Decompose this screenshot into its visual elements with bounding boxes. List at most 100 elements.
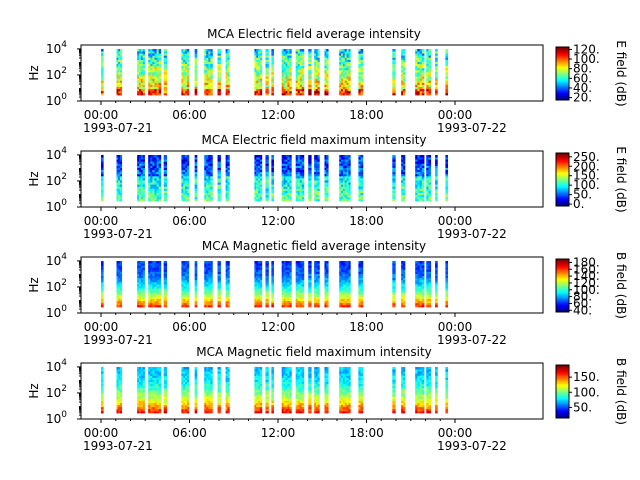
spectrogram-cell [186,88,190,92]
spectrogram-cell [148,178,151,181]
spectrogram-cell [301,69,305,73]
spectrogram-cell [326,267,329,270]
data-segment [163,49,168,96]
spectrogram-cell [281,155,285,158]
colorbar-cell [556,90,569,93]
spectrogram-cell [428,298,432,302]
spectrogram-cell [185,273,188,277]
spectrogram-cell [259,273,263,277]
spectrogram-cell [254,163,257,166]
spectrogram-cell [116,410,119,414]
spectrogram-cell [445,163,449,166]
spectrogram-cell [358,165,361,168]
data-segment [181,49,190,96]
spectrogram-cell [256,186,259,189]
spectrogram-cell [142,265,145,268]
spectrogram-cell [116,167,119,171]
spectrogram-cell [435,59,438,62]
spectrogram-cell [204,55,207,58]
spectrogram-cell [324,298,327,302]
spectrogram-cell [341,169,344,173]
spectrogram-cell [341,188,344,191]
spectrogram-cell [206,167,209,171]
spectrogram-cell [206,155,209,158]
spectrogram-cell [140,61,144,65]
spectrogram-cell [326,269,329,272]
spectrogram-cell [208,261,211,264]
spectrogram-cell [281,286,285,289]
spectrogram-cell [289,59,292,62]
spectrogram-cell [301,67,305,71]
spectrogram-cell [341,190,344,194]
spectrogram-cell [358,267,361,270]
spectrogram-cell [435,80,438,83]
colorbar-tick-label: 100. [573,52,600,66]
spectrogram-cell [297,63,301,67]
spectrogram-cell [254,88,257,92]
spectrogram-cell [204,184,207,187]
spectrogram-cell [301,273,305,277]
spectrogram-cell [254,186,257,189]
spectrogram-cell [324,159,327,162]
spectrogram-cell [344,186,347,189]
spectrogram-cell [204,74,207,77]
spectrogram-cell [339,190,342,194]
data-segment [225,155,230,202]
spectrogram-cell [227,157,230,160]
spectrogram-cell [158,69,162,73]
spectrogram-cell [315,90,318,94]
spectrogram-cell [285,275,288,279]
spectrogram-cell [118,49,121,52]
data-segment [435,49,438,96]
spectrogram-cell [348,188,351,191]
spectrogram-cell [392,265,396,268]
spectrogram-cell [186,261,190,264]
spectrogram-cell [299,84,303,88]
spectrogram-cell [154,298,157,302]
spectrogram-cell [156,178,160,181]
spectrogram-cell [152,288,155,291]
spectrogram-cell [208,281,211,285]
spectrogram-cell [101,61,104,65]
spectrogram-cell [194,61,198,65]
spectrogram-cell [360,63,364,67]
spectrogram-cell [186,90,190,94]
spectrogram-cell [148,59,151,62]
spectrogram-cell [225,292,228,295]
spectrogram-cell [156,277,160,281]
spectrogram-cell [344,184,347,187]
spectrogram-cell [297,92,301,96]
spectrogram-cell [358,186,361,189]
spectrogram-cell [271,267,274,270]
spectrogram-cell [326,167,329,171]
spectrogram-cell [210,279,213,283]
spectrogram-cell [152,279,155,283]
spectrogram-cell [417,65,420,69]
data-segment [314,49,320,96]
spectrogram-cell [158,82,162,85]
spectrogram-cell [156,192,160,196]
spectrogram-cell [341,53,344,56]
spectrogram-cell [281,169,285,173]
spectrogram-cell [225,194,228,198]
spectrogram-cell [185,159,188,162]
spectrogram-cell [324,59,327,62]
spectrogram-cell [342,190,346,194]
spectrogram-cell [206,190,209,194]
spectrogram-cell [435,173,438,177]
spectrogram-cell [154,304,157,308]
spectrogram-cell [403,292,406,295]
spectrogram-cell [140,263,144,266]
spectrogram-cell [417,292,420,295]
spectrogram-cell [183,302,186,306]
spectrogram-cell [181,290,184,293]
spectrogram-cell [254,178,257,181]
spectrogram-cell [401,161,404,164]
spectrogram-cell [208,65,211,69]
spectrogram-cell [419,67,423,71]
spectrogram-cell [283,279,286,283]
spectrogram-cell [206,261,209,264]
spectrogram-cell [118,186,121,189]
spectrogram-cell [118,84,121,88]
spectrogram-cell [158,49,162,52]
